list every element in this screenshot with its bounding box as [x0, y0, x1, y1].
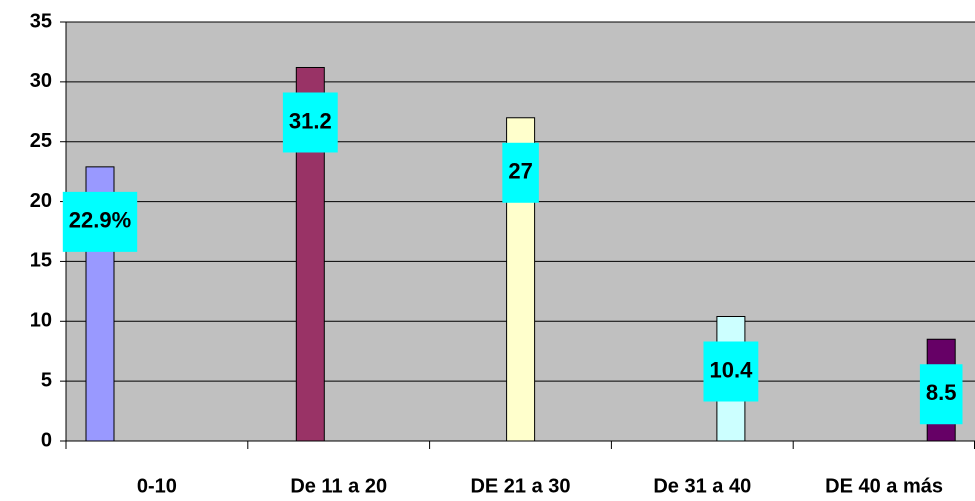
- y-tick-label: 10: [30, 310, 52, 332]
- data-label: 8.5: [926, 380, 957, 405]
- y-tick-label: 20: [30, 190, 52, 212]
- data-label: 10.4: [709, 357, 753, 382]
- data-label-box: [282, 92, 338, 153]
- y-tick-label: 30: [30, 70, 52, 92]
- x-tick-label: DE 40 a más: [825, 475, 943, 497]
- x-tick-label: De 31 a 40: [653, 475, 751, 497]
- data-label: 22.9%: [69, 208, 131, 233]
- data-label: 27: [508, 159, 532, 184]
- y-tick-label: 25: [30, 130, 52, 152]
- data-label-box: [919, 364, 963, 425]
- x-tick-label: 0-10: [137, 475, 177, 497]
- data-label-box: [502, 142, 539, 203]
- data-label-box: [703, 341, 759, 402]
- y-tick-label: 5: [41, 369, 52, 391]
- data-label-box: [62, 191, 138, 252]
- data-label: 31.2: [289, 108, 332, 133]
- x-tick-label: DE 21 a 30: [470, 475, 570, 497]
- y-tick-label: 15: [30, 250, 52, 272]
- y-tick-label: 35: [30, 10, 52, 32]
- x-tick-label: De 11 a 20: [290, 475, 387, 497]
- y-tick-label: 0: [41, 429, 52, 451]
